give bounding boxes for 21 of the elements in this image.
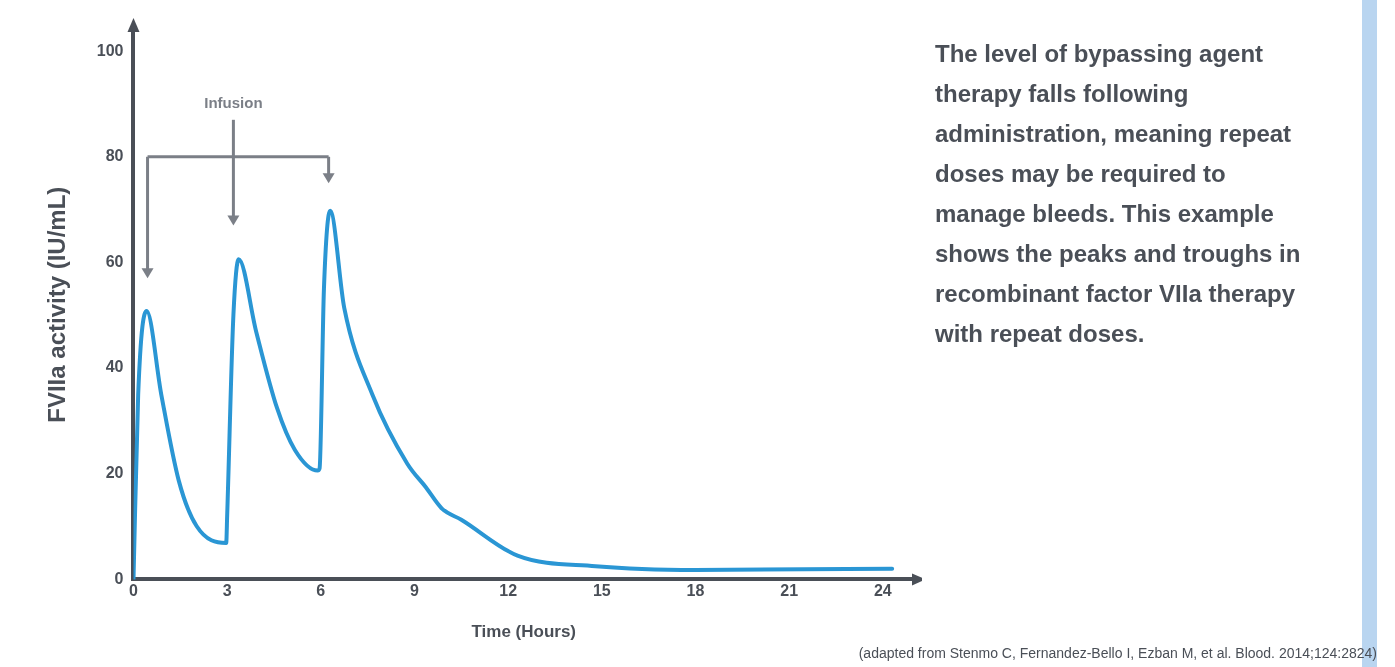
x-tick-label: 6 [316, 582, 326, 600]
text: (adapted from Stenmo C, Fernandez-Bello I, Ezban M, et al. Blood. 2014;124:2824) [858, 645, 1377, 661]
y-tick-label: 40 [105, 358, 124, 376]
x-tick-label: 24 [873, 582, 892, 600]
y-tick-label: 100 [96, 41, 124, 59]
y-axis-title: FVIIa activity (IU/mL) [43, 186, 71, 423]
annotation: Infusion [203, 93, 264, 111]
y-tick-label: 60 [105, 252, 124, 270]
x-axis-title: Time (Hours) [471, 622, 577, 642]
x-tick-label: 21 [780, 582, 799, 600]
x-tick-label: 9 [410, 582, 420, 600]
x-tick-label: 15 [592, 582, 611, 600]
x-tick-label: 0 [129, 582, 139, 600]
y-tick-label: 20 [105, 464, 124, 482]
text: The level of bypassing agent therapy falls following administration, meaning repeat doses may be required to manage bleeds. This example shows the peaks and troughs in recombinant factor VIIa therapy with repeat doses. [935, 39, 1302, 349]
y-tick-label: 80 [105, 147, 124, 165]
x-tick-label: 18 [686, 582, 705, 600]
line-series [133, 208, 895, 580]
x-tick-label: 12 [499, 582, 518, 600]
y-tick-label: 0 [114, 569, 124, 587]
x-tick-label: 3 [222, 582, 232, 600]
